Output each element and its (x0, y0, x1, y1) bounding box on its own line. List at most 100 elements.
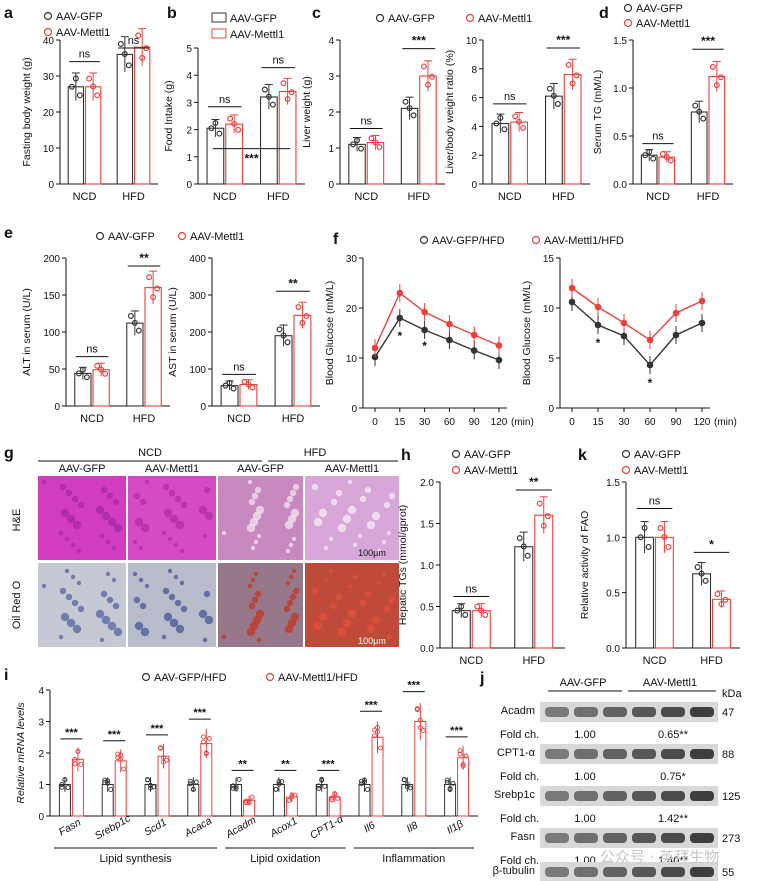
data-point (102, 370, 109, 377)
kda-value: 47 (722, 707, 734, 719)
tissue-texture (381, 571, 387, 577)
y-tick-label: 0.5 (420, 603, 434, 614)
data-point (365, 787, 370, 792)
tissue-texture (175, 624, 185, 634)
tissue-texture (167, 568, 173, 574)
oilredo-image-tile (38, 563, 126, 647)
x-tick-label: 30 (618, 417, 630, 428)
data-point (516, 535, 523, 541)
data-point (146, 274, 153, 281)
data-point (406, 105, 413, 112)
data-point (78, 761, 84, 767)
data-point (59, 782, 65, 787)
data-point (249, 384, 256, 391)
data-point (554, 101, 561, 107)
group-label: NCD (354, 191, 378, 203)
tissue-texture (311, 587, 319, 595)
tissue-texture (198, 609, 208, 619)
sig-label: ** (288, 276, 298, 290)
tissue-texture (60, 508, 70, 518)
panel-letter: h (401, 447, 411, 464)
tissue-texture (180, 501, 188, 509)
panel-letter: a (4, 5, 13, 22)
y-axis-label: Fasting body weight (g) (21, 57, 33, 166)
blot-band (632, 791, 656, 801)
y-tick-label: 30 (346, 254, 358, 265)
legend-marker (451, 465, 461, 475)
y-tick-label: 4 (38, 686, 44, 697)
sig-label: ** (281, 758, 290, 770)
data-point (359, 778, 364, 784)
tissue-texture (71, 495, 79, 503)
legend-marker (95, 231, 105, 241)
blot-band (574, 833, 598, 843)
kda-value: 88 (722, 749, 734, 761)
y-axis-label: Hepatic TGs (mmol/gprot) (397, 505, 409, 626)
data-point (417, 725, 423, 730)
column-header: AAV-GFP (59, 463, 106, 475)
tissue-texture (347, 609, 357, 619)
y-axis-label: Relative activity of FAO (579, 511, 591, 620)
data-point (700, 115, 707, 122)
data-point (329, 797, 335, 803)
tissue-texture (77, 501, 85, 509)
data-point (94, 92, 101, 99)
legend-marker (419, 235, 429, 245)
panel-letter: d (599, 5, 609, 22)
data-point (206, 736, 212, 741)
data-point (546, 85, 553, 92)
data-point (284, 339, 291, 346)
tissue-texture (65, 593, 73, 601)
sig-label: ** (529, 475, 539, 489)
data-point (642, 152, 649, 159)
tissue-texture (65, 489, 73, 497)
data-point (230, 385, 237, 392)
data-point (230, 783, 236, 789)
tissue-texture (285, 548, 291, 554)
y-tick-label: 1.0 (613, 84, 627, 95)
series-point (594, 303, 602, 311)
bar-mettl1 (144, 287, 162, 407)
x-tick-label: 120 (694, 417, 711, 428)
tissue-texture (335, 489, 343, 497)
y-tick-label: 10 (346, 354, 358, 365)
legend-marker (43, 11, 53, 21)
y-tick-label: 0 (351, 404, 357, 415)
tissue-texture (288, 542, 294, 548)
data-point (368, 135, 375, 142)
tissue-texture (107, 517, 117, 527)
data-point (354, 137, 360, 144)
tissue-texture (163, 612, 173, 622)
data-point (457, 748, 463, 754)
data-point (75, 370, 82, 377)
gene-label: Scd1 (142, 816, 169, 838)
fold-label: Fold ch. (500, 813, 539, 825)
tissue-texture (290, 508, 300, 518)
legend-marker (621, 465, 631, 475)
data-point (273, 786, 279, 792)
data-point (86, 75, 93, 82)
legend-marker (451, 449, 461, 459)
y-tick-label: 3 (38, 718, 44, 729)
tissue-texture (204, 511, 214, 521)
tissue-texture (134, 621, 144, 631)
y-tick-label: 3 (186, 98, 192, 109)
x-tick-label: 0 (372, 417, 378, 428)
series-point (470, 331, 478, 339)
sig-label: ns (272, 55, 284, 67)
data-point (536, 500, 543, 507)
x-axis-unit: (min) (714, 417, 737, 428)
data-point (375, 724, 380, 730)
column-header: AAV-Mettl1 (325, 463, 379, 475)
blot-band (632, 749, 656, 759)
tissue-texture (106, 492, 114, 500)
data-point (279, 779, 285, 784)
legend-label: AAV-Mettl1 (636, 18, 690, 30)
series-point (620, 332, 628, 340)
tissue-texture (388, 492, 396, 500)
group-label: NCD (459, 655, 483, 667)
tissue-texture (283, 501, 291, 509)
series-point (470, 347, 478, 354)
legend-label: AAV-GFP (636, 3, 683, 15)
blot-row-label: Srebp1c (494, 789, 535, 801)
